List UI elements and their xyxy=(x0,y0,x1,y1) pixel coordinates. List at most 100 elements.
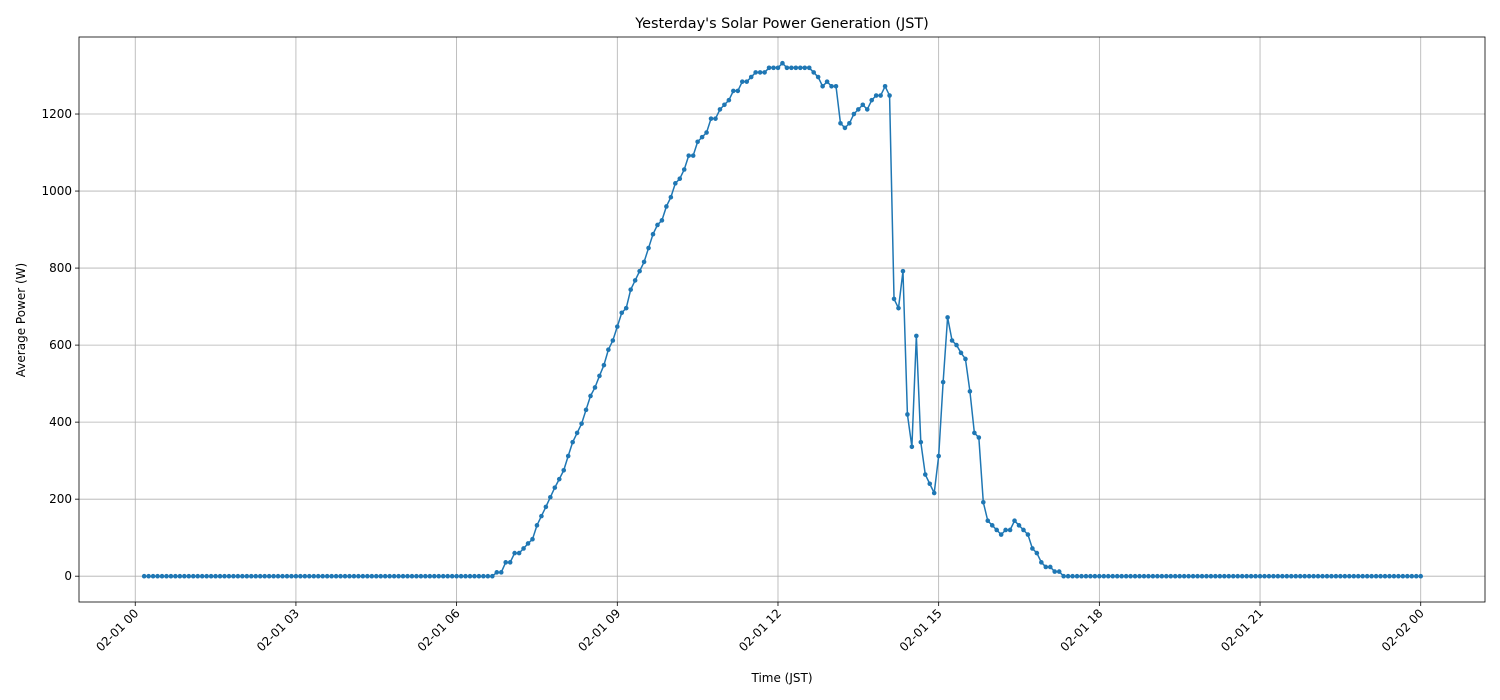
point xyxy=(824,79,830,84)
point xyxy=(1177,573,1182,579)
point xyxy=(1324,573,1330,579)
point xyxy=(1199,573,1205,579)
point xyxy=(454,573,459,579)
point xyxy=(1016,523,1022,528)
point xyxy=(748,74,754,80)
point xyxy=(177,573,183,579)
point xyxy=(1297,573,1303,579)
point xyxy=(338,573,343,579)
point xyxy=(490,573,495,579)
point xyxy=(744,79,750,84)
point xyxy=(1311,573,1316,579)
point xyxy=(1409,573,1415,579)
point xyxy=(1128,573,1133,579)
point xyxy=(1181,573,1187,579)
point xyxy=(494,570,500,575)
point xyxy=(1061,573,1066,579)
point xyxy=(739,79,745,84)
point xyxy=(606,347,611,353)
point xyxy=(543,504,549,510)
point xyxy=(641,259,647,265)
point xyxy=(445,573,450,579)
point xyxy=(583,407,589,413)
chart-title: Yesterday's Solar Power Generation (JST) xyxy=(634,16,928,32)
point xyxy=(972,430,977,436)
point xyxy=(516,550,522,556)
point xyxy=(619,310,625,316)
y-tick-label: 200 xyxy=(49,492,72,506)
point xyxy=(949,338,955,343)
point xyxy=(534,523,540,528)
point xyxy=(1222,573,1227,579)
point xyxy=(798,65,803,71)
x-tick-label: 02-01 00 xyxy=(93,606,141,654)
x-tick-label: 02-01 09 xyxy=(575,606,623,654)
point xyxy=(561,467,567,473)
point xyxy=(521,546,526,551)
point xyxy=(257,573,263,579)
point xyxy=(1034,550,1040,556)
point xyxy=(431,573,437,579)
point xyxy=(217,573,223,579)
point xyxy=(293,573,299,579)
point xyxy=(829,83,834,89)
point xyxy=(333,573,339,579)
point xyxy=(735,88,741,94)
point xyxy=(1413,573,1419,579)
point xyxy=(922,472,928,477)
point xyxy=(690,153,696,158)
point xyxy=(289,573,294,579)
y-tick-label: 1200 xyxy=(41,107,72,121)
point xyxy=(1262,573,1267,579)
point xyxy=(271,573,276,579)
point xyxy=(673,181,678,186)
point xyxy=(1306,573,1312,579)
point xyxy=(436,573,442,579)
point xyxy=(775,65,781,71)
point xyxy=(887,93,892,98)
point xyxy=(646,245,651,251)
point xyxy=(780,60,785,66)
point xyxy=(914,333,919,339)
point xyxy=(945,315,950,320)
point xyxy=(168,573,174,579)
point xyxy=(958,350,964,356)
point xyxy=(891,296,897,302)
point xyxy=(579,421,584,426)
point xyxy=(699,134,705,140)
point xyxy=(275,573,281,579)
point xyxy=(704,130,709,135)
point xyxy=(1007,527,1013,533)
point xyxy=(150,573,156,579)
point xyxy=(1302,573,1307,579)
point xyxy=(539,513,544,519)
point xyxy=(418,573,424,579)
point xyxy=(789,65,794,71)
y-tick-label: 600 xyxy=(49,338,72,352)
point xyxy=(1378,573,1383,579)
point xyxy=(512,550,517,556)
point xyxy=(726,97,732,103)
point xyxy=(940,379,946,385)
point xyxy=(1213,573,1218,579)
point xyxy=(1230,573,1236,579)
point xyxy=(472,573,477,579)
point xyxy=(570,439,575,445)
point xyxy=(164,573,169,579)
point xyxy=(1400,573,1406,579)
point xyxy=(681,167,687,172)
point xyxy=(186,573,192,579)
point xyxy=(1137,573,1142,579)
point xyxy=(637,268,642,274)
point xyxy=(315,573,321,579)
point xyxy=(936,453,941,459)
point xyxy=(623,305,629,311)
point xyxy=(235,573,241,579)
point xyxy=(231,573,236,579)
point xyxy=(1347,573,1352,579)
point xyxy=(927,481,933,487)
point xyxy=(1373,573,1379,579)
point xyxy=(1146,573,1151,579)
